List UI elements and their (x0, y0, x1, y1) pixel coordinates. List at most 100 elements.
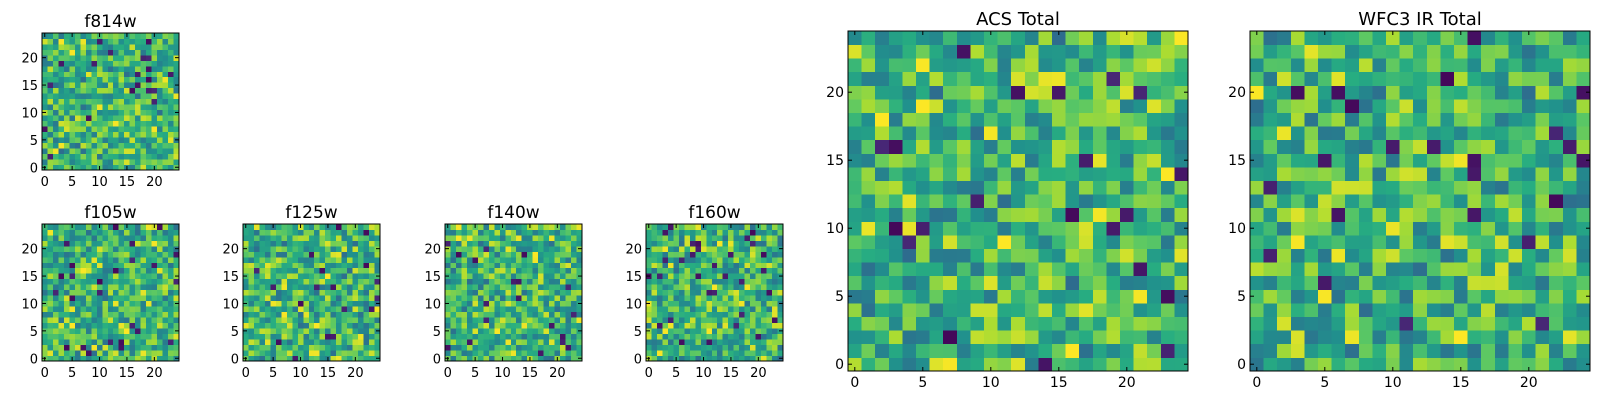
heatmap-cell (1092, 316, 1107, 331)
heatmap-cell (1174, 180, 1189, 195)
heatmap-cell (483, 322, 490, 329)
heatmap-cell (521, 344, 528, 351)
heatmap-cell (168, 159, 174, 165)
heatmap-cell (1399, 235, 1414, 249)
heatmap-cell (369, 262, 375, 269)
heatmap-cell (47, 234, 54, 241)
heatmap-cell (739, 273, 746, 280)
heatmap-cell (308, 278, 315, 285)
heatmap-cell (314, 355, 321, 362)
heatmap-cell (477, 344, 484, 351)
heatmap-cell (527, 333, 534, 340)
heatmap-cell (571, 240, 577, 247)
heatmap-cell (722, 295, 729, 302)
heatmap-cell (445, 234, 451, 241)
heatmap-cell (140, 267, 147, 274)
heatmap-cell (168, 38, 174, 45)
heatmap-cell (113, 317, 120, 324)
heatmap-cell (1358, 303, 1373, 317)
heatmap-cell (1065, 289, 1080, 304)
heatmap-cell (1440, 85, 1455, 100)
heatmap-cell (1011, 262, 1026, 277)
heatmap-cell (1467, 112, 1482, 127)
heatmap-cell (292, 224, 299, 230)
heatmap-cell (1092, 85, 1107, 100)
heatmap-cell (1467, 275, 1482, 290)
heatmap-cell (107, 262, 114, 269)
heatmap-cell (875, 303, 890, 317)
heatmap-cell (80, 300, 87, 307)
heatmap-cell (259, 317, 266, 324)
heatmap-cell (374, 339, 381, 345)
heatmap-cell (124, 328, 131, 334)
heatmap-cell (297, 229, 304, 236)
heatmap-cell (52, 87, 59, 94)
x-tick-label: 10 (982, 375, 1000, 391)
heatmap-cell (69, 240, 76, 247)
heatmap-cell (772, 256, 778, 263)
heatmap-cell (162, 234, 169, 241)
heatmap-cell (1481, 112, 1496, 127)
heatmap-cell (667, 322, 674, 329)
heatmap-cell (281, 273, 288, 280)
heatmap-cell (505, 251, 512, 258)
heatmap-cell (494, 333, 501, 340)
heatmap-cell (363, 344, 370, 351)
heatmap-cell (102, 333, 109, 340)
heatmap-cell (706, 224, 713, 230)
heatmap-cell (1160, 316, 1175, 331)
heatmap-cell (477, 284, 484, 291)
heatmap-cell (1120, 221, 1134, 236)
heatmap-cell (527, 267, 534, 274)
heatmap-cell (560, 311, 566, 318)
heatmap-cell (521, 300, 528, 307)
heatmap-cell (1038, 330, 1053, 345)
heatmap-cell (58, 82, 65, 89)
heatmap-cell (1079, 139, 1094, 154)
heatmap-cell (711, 306, 718, 313)
heatmap-cell (777, 240, 784, 247)
heatmap-cell (1426, 153, 1441, 168)
heatmap-cell (1318, 31, 1332, 45)
heatmap-cell (1065, 194, 1080, 209)
heatmap-cell (477, 251, 484, 258)
heatmap-cell (728, 256, 735, 263)
heatmap-cell (1454, 221, 1468, 236)
heatmap-cell (1386, 343, 1400, 358)
heatmap-cell (772, 333, 778, 340)
heatmap-cell (259, 355, 266, 362)
heatmap-cell (667, 355, 674, 362)
heatmap-cell (286, 355, 293, 362)
heatmap-cell (47, 229, 54, 236)
heatmap-cell (984, 289, 998, 304)
heatmap-cell (1426, 58, 1441, 73)
heatmap-cell (848, 112, 862, 127)
heatmap-cell (1372, 289, 1387, 304)
heatmap-cell (162, 137, 169, 143)
heatmap-cell (1304, 167, 1319, 181)
heatmap-cell (80, 109, 87, 116)
heatmap-cell (63, 87, 70, 94)
heatmap-cell (374, 229, 381, 236)
heatmap-cell (554, 262, 561, 269)
heatmap-cell (1372, 85, 1387, 100)
heatmap-cell (956, 99, 971, 113)
heatmap-cell (744, 289, 751, 296)
heatmap-cell (314, 306, 321, 313)
heatmap-cell (527, 295, 534, 302)
heatmap-cell (253, 256, 260, 263)
heatmap-cell (1481, 330, 1496, 345)
heatmap-cell (461, 267, 468, 274)
heatmap-cell (1522, 248, 1536, 263)
heatmap-cell (956, 180, 971, 195)
heatmap-cell (1052, 85, 1066, 100)
heatmap-cell (63, 49, 70, 56)
heatmap-cell (728, 295, 735, 302)
heatmap-cell (1174, 262, 1189, 277)
heatmap-cell (58, 267, 65, 274)
heatmap-cell (85, 328, 92, 334)
heatmap-cell (711, 350, 718, 356)
heatmap-cell (259, 333, 266, 340)
heatmap-cell (706, 240, 713, 247)
